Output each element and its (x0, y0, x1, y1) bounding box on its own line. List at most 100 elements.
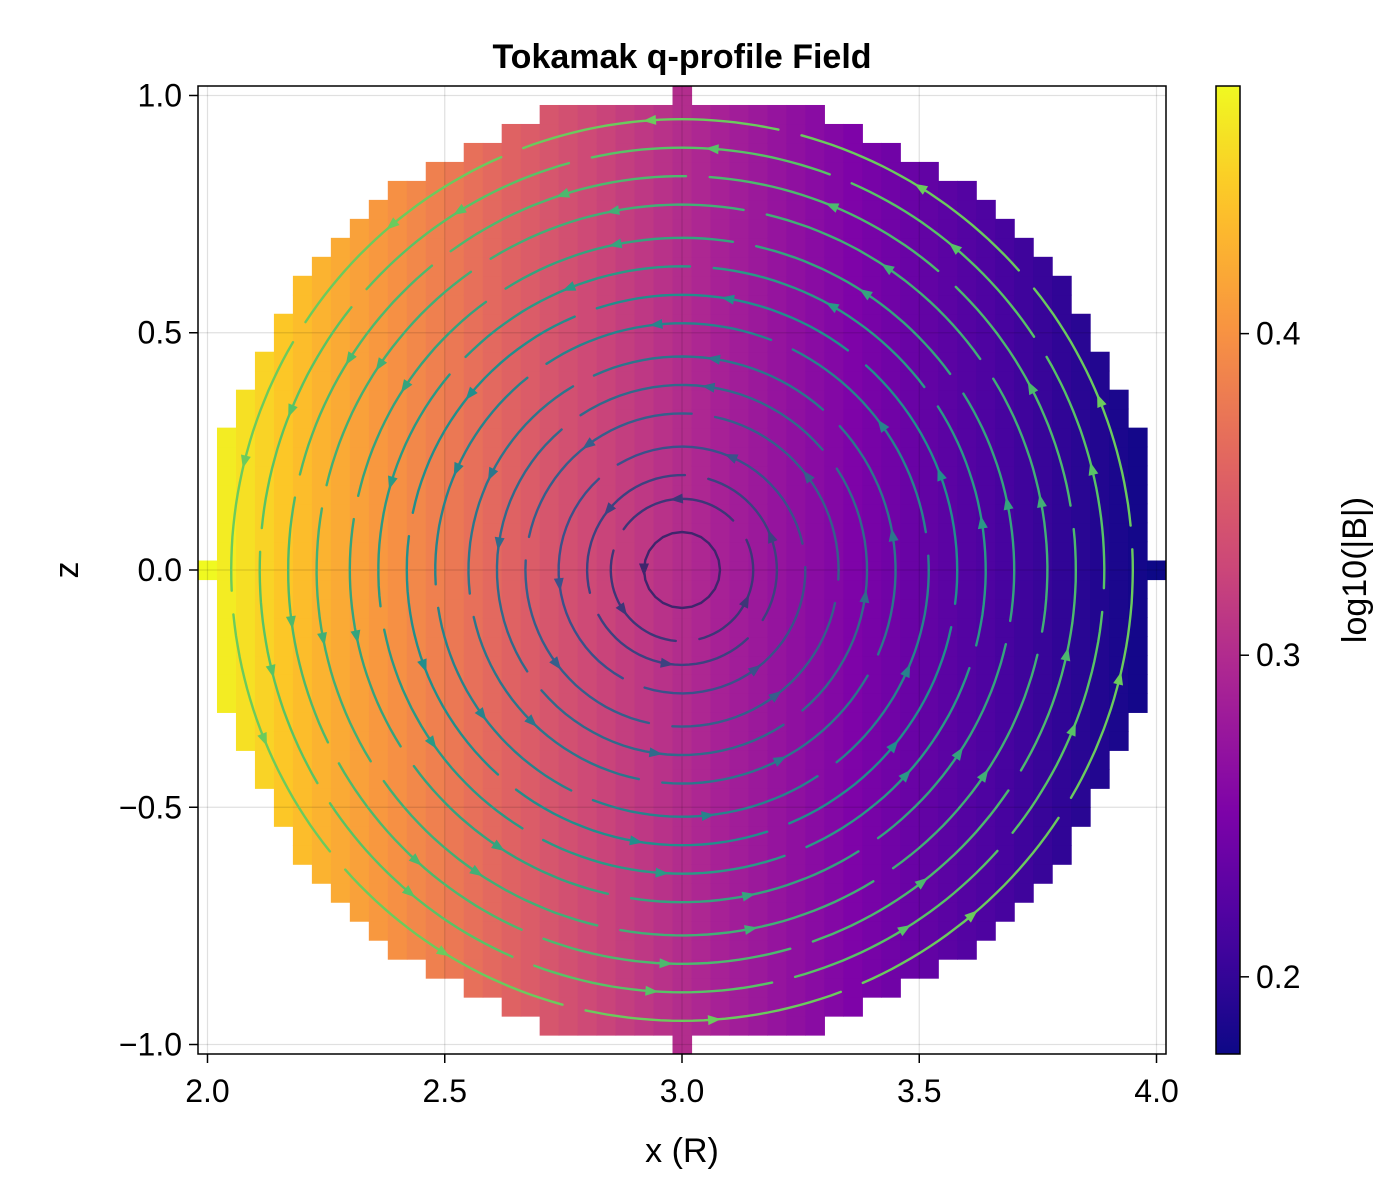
heatmap-cell (900, 389, 920, 410)
heatmap-cell (710, 788, 731, 808)
heatmap-cell (425, 959, 446, 979)
heatmap-cell (501, 294, 522, 315)
heatmap-cell (368, 446, 389, 467)
heatmap-cell (862, 446, 882, 467)
heatmap-cell (596, 256, 617, 277)
heatmap-cell (368, 332, 389, 353)
heatmap-cell (786, 712, 806, 732)
heatmap-cell (596, 978, 617, 998)
heatmap-cell (406, 237, 427, 258)
streamline-arrow (1097, 394, 1107, 408)
heatmap-cell (596, 807, 617, 827)
heatmap-cell (520, 427, 541, 448)
heatmap-cell (938, 294, 958, 315)
heatmap-cell (444, 940, 465, 960)
heatmap-cell (919, 731, 939, 751)
heatmap-cell (710, 978, 731, 998)
heatmap-cell (539, 579, 560, 600)
heatmap-cell (463, 294, 484, 315)
heatmap-cell (691, 826, 712, 846)
heatmap-cell (881, 408, 901, 429)
heatmap-cell (596, 959, 617, 979)
heatmap-cell (919, 598, 939, 619)
heatmap-cell (539, 883, 560, 903)
heatmap-cell (216, 579, 237, 600)
heatmap-cell (596, 427, 617, 448)
heatmap-cell (957, 769, 977, 789)
streamline-arrow (606, 205, 620, 215)
heatmap-cell (729, 731, 750, 751)
heatmap-cell (330, 503, 351, 524)
heatmap-cell (406, 883, 427, 903)
heatmap-cell (634, 541, 655, 562)
streamline-arrow (649, 319, 663, 329)
heatmap-cell (691, 712, 712, 732)
heatmap-cell (1128, 636, 1148, 657)
heatmap-cell (501, 807, 522, 827)
heatmap-cell (349, 446, 370, 467)
y-axis: 1.00.50.0−0.5−1.0 (119, 77, 198, 1063)
heatmap-cell (843, 427, 863, 448)
heatmap-cell (482, 503, 503, 524)
heatmap-cell (653, 332, 674, 353)
heatmap-cell (824, 883, 844, 903)
heatmap-cell (748, 256, 769, 277)
heatmap-cell (596, 902, 617, 922)
heatmap-cell (862, 788, 882, 808)
heatmap-cell (1109, 598, 1129, 619)
heatmap-cell (577, 370, 598, 391)
heatmap-cell (539, 807, 560, 827)
heatmap-cell (463, 180, 484, 201)
streamline-arrow (524, 714, 537, 727)
heatmap-cell (1052, 503, 1072, 524)
heatmap-cell (330, 465, 351, 486)
heatmap-cell (957, 655, 977, 675)
heatmap-cell (368, 617, 389, 638)
heatmap-cell (235, 484, 256, 505)
streamline-arrow (744, 925, 758, 935)
heatmap-cell (862, 826, 882, 846)
heatmap-cell (254, 693, 275, 713)
heatmap-cell (1071, 731, 1091, 751)
heatmap-cell (596, 465, 617, 486)
heatmap-cell (615, 769, 636, 789)
heatmap-cell (577, 674, 598, 694)
heatmap-cell (577, 902, 598, 922)
heatmap-cell (881, 655, 901, 675)
streamline-arrow (453, 203, 467, 215)
heatmap-cell (387, 503, 408, 524)
heatmap-cell (330, 750, 351, 770)
heatmap-cell (843, 313, 863, 334)
heatmap-cell (843, 256, 863, 277)
heatmap-cell (615, 104, 636, 125)
heatmap-cell (805, 1016, 825, 1036)
heatmap-cell (501, 161, 522, 182)
heatmap-cell (938, 598, 958, 619)
heatmap-cell (976, 807, 996, 827)
heatmap-cell (748, 484, 769, 505)
streamline-arrow (914, 183, 929, 195)
heatmap-cell (501, 522, 522, 543)
heatmap-cell (501, 674, 522, 694)
heatmap-cell (938, 826, 958, 846)
heatmap-cell (387, 826, 408, 846)
heatmap-cell (691, 674, 712, 694)
heatmap-cell (900, 731, 920, 751)
heatmap-cell (824, 997, 844, 1017)
heatmap-cell (216, 503, 237, 524)
heatmap-cell (216, 674, 237, 694)
heatmap-cell (1071, 693, 1091, 713)
heatmap-cell (919, 883, 939, 903)
heatmap-cell (900, 351, 920, 372)
heatmap-cell (463, 598, 484, 619)
heatmap-cell (235, 408, 256, 429)
heatmap-cell (463, 750, 484, 770)
heatmap-cell (596, 180, 617, 201)
heatmap-cell (843, 655, 863, 675)
heatmap-cell (444, 864, 465, 884)
heatmap-cell (767, 731, 787, 751)
heatmap-cell (596, 864, 617, 884)
streamline-arrow (741, 891, 756, 902)
heatmap-cell (691, 883, 712, 903)
heatmap-cell (938, 484, 958, 505)
